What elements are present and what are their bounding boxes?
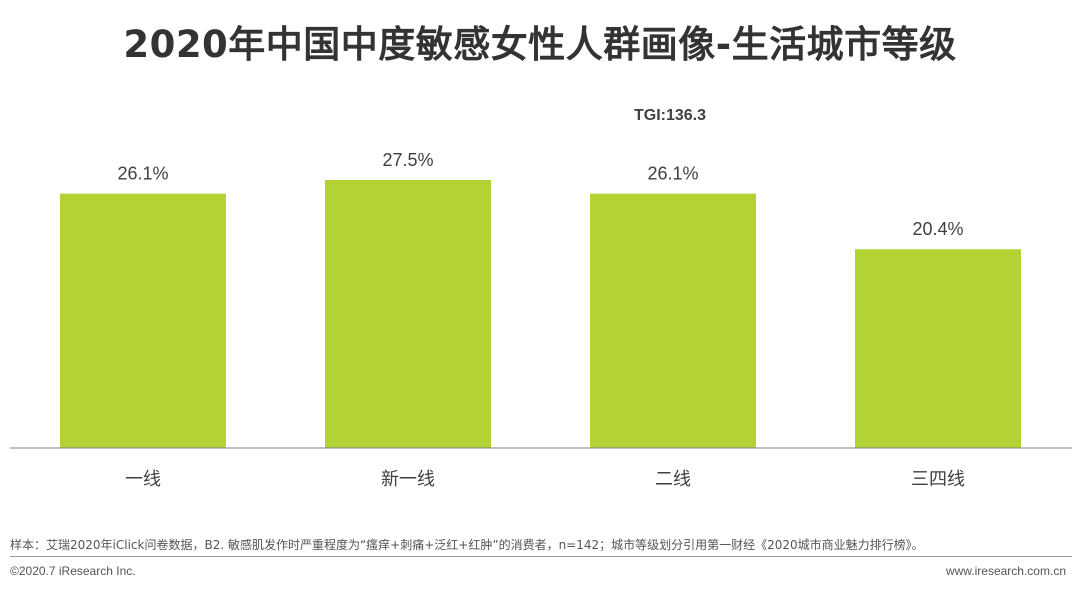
bars-group — [60, 180, 1021, 448]
copyright-text: ©2020.7 iResearch Inc. — [10, 564, 136, 578]
tgi-annotation: TGI:136.3 — [634, 107, 706, 124]
value-label-tier-3-4: 20.4% — [912, 219, 963, 239]
website-link[interactable]: www.iresearch.com.cn — [945, 564, 1066, 578]
footer-note: 样本：艾瑞2020年iClick问卷数据，B2. 敏感肌发作时严重程度为“瘙痒+… — [10, 538, 924, 552]
bar-new-tier-1 — [325, 180, 491, 448]
bar-tier-2 — [590, 193, 756, 448]
chart-title: 2020年中国中度敏感女性人群画像-生活城市等级 — [123, 23, 957, 66]
category-label-new-tier-1: 新一线 — [381, 469, 435, 490]
footer-divider — [10, 556, 1072, 557]
bar-tier-1 — [60, 193, 226, 448]
labels-group: 26.1% 一线 27.5% 新一线 26.1% 二线 20.4% 三四线 TGI:136.3 — [117, 107, 965, 490]
category-label-tier-1: 一线 — [125, 469, 161, 490]
category-label-tier-3-4: 三四线 — [911, 469, 965, 490]
value-label-tier-2: 26.1% — [647, 164, 698, 184]
value-label-new-tier-1: 27.5% — [382, 150, 433, 170]
category-label-tier-2: 二线 — [655, 469, 691, 490]
value-label-tier-1: 26.1% — [117, 164, 168, 184]
bar-tier-3-4 — [855, 249, 1021, 448]
